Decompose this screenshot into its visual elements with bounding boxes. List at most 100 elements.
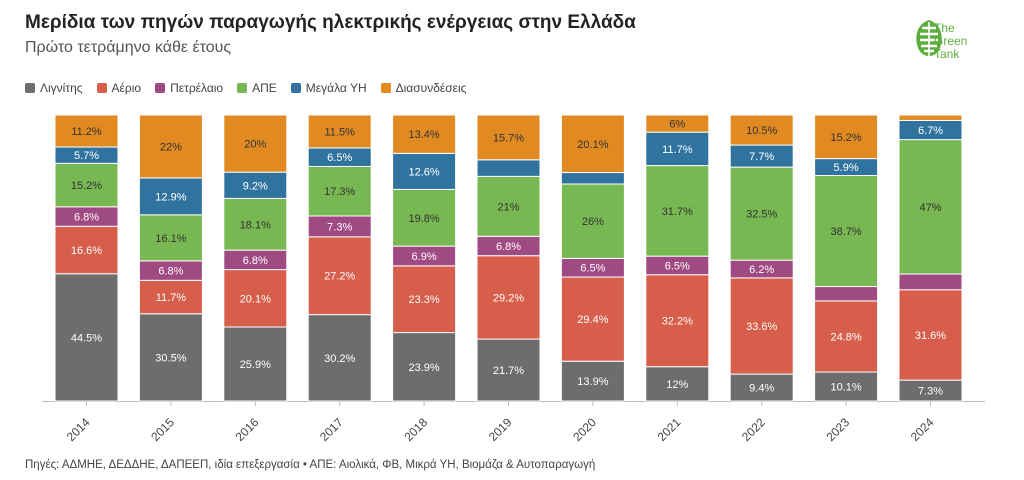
bar-data-label: 11.7% xyxy=(156,292,187,304)
bar-data-label: 26% xyxy=(582,216,604,228)
bar-segment xyxy=(729,277,794,375)
bar-segment xyxy=(645,274,710,368)
legend-item: Αέριο xyxy=(96,81,142,95)
bar-data-label: 18.1% xyxy=(240,219,271,231)
bar-segment xyxy=(54,162,119,208)
bar-data-label: 11.5% xyxy=(325,126,356,138)
legend-item: Πετρέλαιο xyxy=(155,81,223,95)
bar-segment xyxy=(138,214,203,262)
bar-data-label: 32.2% xyxy=(662,316,693,328)
bar-data-label: 13.9% xyxy=(577,376,608,388)
bar-segment xyxy=(560,360,625,402)
legend-swatch xyxy=(290,83,301,93)
bar-data-label: 33.6% xyxy=(746,321,777,333)
x-tick-label: 2023 xyxy=(823,415,852,444)
bar-data-label: 20.1% xyxy=(240,293,271,305)
bar-data-label: 6.5% xyxy=(580,263,605,275)
x-tick-label: 2016 xyxy=(233,415,262,444)
bar-data-label: 6.8% xyxy=(158,266,183,278)
bar-segment xyxy=(307,114,372,149)
bar-data-label: 7.3% xyxy=(327,221,352,233)
bar-data-label: 27.2% xyxy=(324,271,355,283)
bar-data-label: 6% xyxy=(669,119,685,131)
legend-item: ΑΠΕ xyxy=(237,81,277,95)
bar-data-label: 25.9% xyxy=(240,359,271,371)
bar-segment xyxy=(898,273,963,291)
chart-subtitle: Πρώτο τετράμηνο κάθε έτους xyxy=(25,39,232,56)
bar-segment xyxy=(54,225,119,275)
bar-segment xyxy=(898,289,963,381)
bar-data-label: 6.2% xyxy=(749,264,774,276)
bar-segment xyxy=(476,255,541,340)
legend-label: Διασυνδέσεις xyxy=(395,81,467,95)
bar-segment xyxy=(476,338,541,402)
bar-segment xyxy=(645,366,710,402)
bar-data-label: 17.3% xyxy=(324,186,355,198)
bar-segment xyxy=(392,188,457,247)
bar-data-label: 29.2% xyxy=(493,292,524,304)
bar-segment xyxy=(729,373,794,402)
x-tick-label: 2022 xyxy=(739,415,768,444)
bar-data-label: 6.9% xyxy=(412,251,437,263)
bar-segment xyxy=(645,114,710,133)
bar-data-label: 30.5% xyxy=(155,352,186,364)
bar-data-label: 20% xyxy=(244,139,266,151)
bar-data-label: 31.6% xyxy=(915,330,946,342)
bar-segment xyxy=(476,114,541,161)
bar-data-label: 16.1% xyxy=(155,233,186,245)
bar-segment xyxy=(307,165,372,217)
bar-data-label: 23.3% xyxy=(408,294,439,306)
bar-data-label: 10.1% xyxy=(830,382,861,394)
chart-title: Μερίδια των πηγών παραγωγής ηλεκτρικής ε… xyxy=(25,12,636,33)
bar-segment xyxy=(814,286,879,302)
bar-segment xyxy=(54,114,119,148)
bar-segment xyxy=(223,269,288,328)
bar-data-label: 12.6% xyxy=(408,166,439,178)
bar-data-label: 6.7% xyxy=(918,125,943,137)
bar-segment xyxy=(392,152,457,190)
bar-data-label: 6.5% xyxy=(327,152,352,164)
x-tick-label: 2015 xyxy=(148,415,177,444)
bar-segment xyxy=(392,332,457,402)
logo-text-2: Green xyxy=(934,34,968,48)
bar-data-label: 21.7% xyxy=(493,365,524,377)
legend-swatch xyxy=(96,83,107,93)
bar-data-label: 12.9% xyxy=(155,191,186,203)
bar-data-label: 5.9% xyxy=(834,162,859,174)
bar-data-label: 5.7% xyxy=(74,150,99,162)
bar-segment xyxy=(560,114,625,174)
bar-data-label: 6.5% xyxy=(665,260,690,272)
bar-segment xyxy=(814,114,879,160)
bar-segment xyxy=(138,279,203,315)
bar-segment xyxy=(223,197,288,251)
bar-data-label: 23.9% xyxy=(408,362,439,374)
legend-item: Διασυνδέσεις xyxy=(380,81,467,95)
legend-label: ΑΠΕ xyxy=(252,81,277,95)
legend-label: Αέριο xyxy=(111,81,142,95)
bar-data-label: 44.5% xyxy=(71,332,102,344)
bar-segment xyxy=(392,114,457,154)
legend-item: Λιγνίτης xyxy=(25,81,83,95)
bar-data-label: 38.7% xyxy=(830,226,861,238)
logo-text-1: The xyxy=(934,21,955,35)
legend-item: Μεγάλα ΥΗ xyxy=(290,81,367,95)
bar-data-label: 6.8% xyxy=(496,241,521,253)
bar-segment xyxy=(560,172,625,185)
bar-data-label: 31.7% xyxy=(662,206,693,218)
x-tick-label: 2014 xyxy=(64,415,93,444)
bar-data-label: 9.4% xyxy=(749,383,774,395)
bar-data-label: 16.6% xyxy=(71,245,102,257)
bar-segment xyxy=(729,166,794,261)
legend: Λιγνίτης Αέριο Πετρέλαιο ΑΠΕ Μεγάλα ΥΗ Διασυν… xyxy=(25,81,466,95)
leaf-logo-icon xyxy=(916,20,942,56)
bar-segment xyxy=(138,114,203,179)
bar-data-label: 15.2% xyxy=(830,132,861,144)
bar-data-label: 32.5% xyxy=(746,209,777,221)
stacked-bar-chart: 44.5% 16.6% 6.8% 15.2% 5.7% 11.2% 2014 30.5% 11.… xyxy=(42,114,985,444)
x-tick-label: 2017 xyxy=(317,415,346,444)
bar-data-label: 22% xyxy=(160,141,182,153)
legend-swatch xyxy=(237,83,248,93)
bar-segment xyxy=(54,273,119,402)
bar-data-label: 11.7% xyxy=(662,144,693,156)
bar-segment xyxy=(476,175,541,237)
